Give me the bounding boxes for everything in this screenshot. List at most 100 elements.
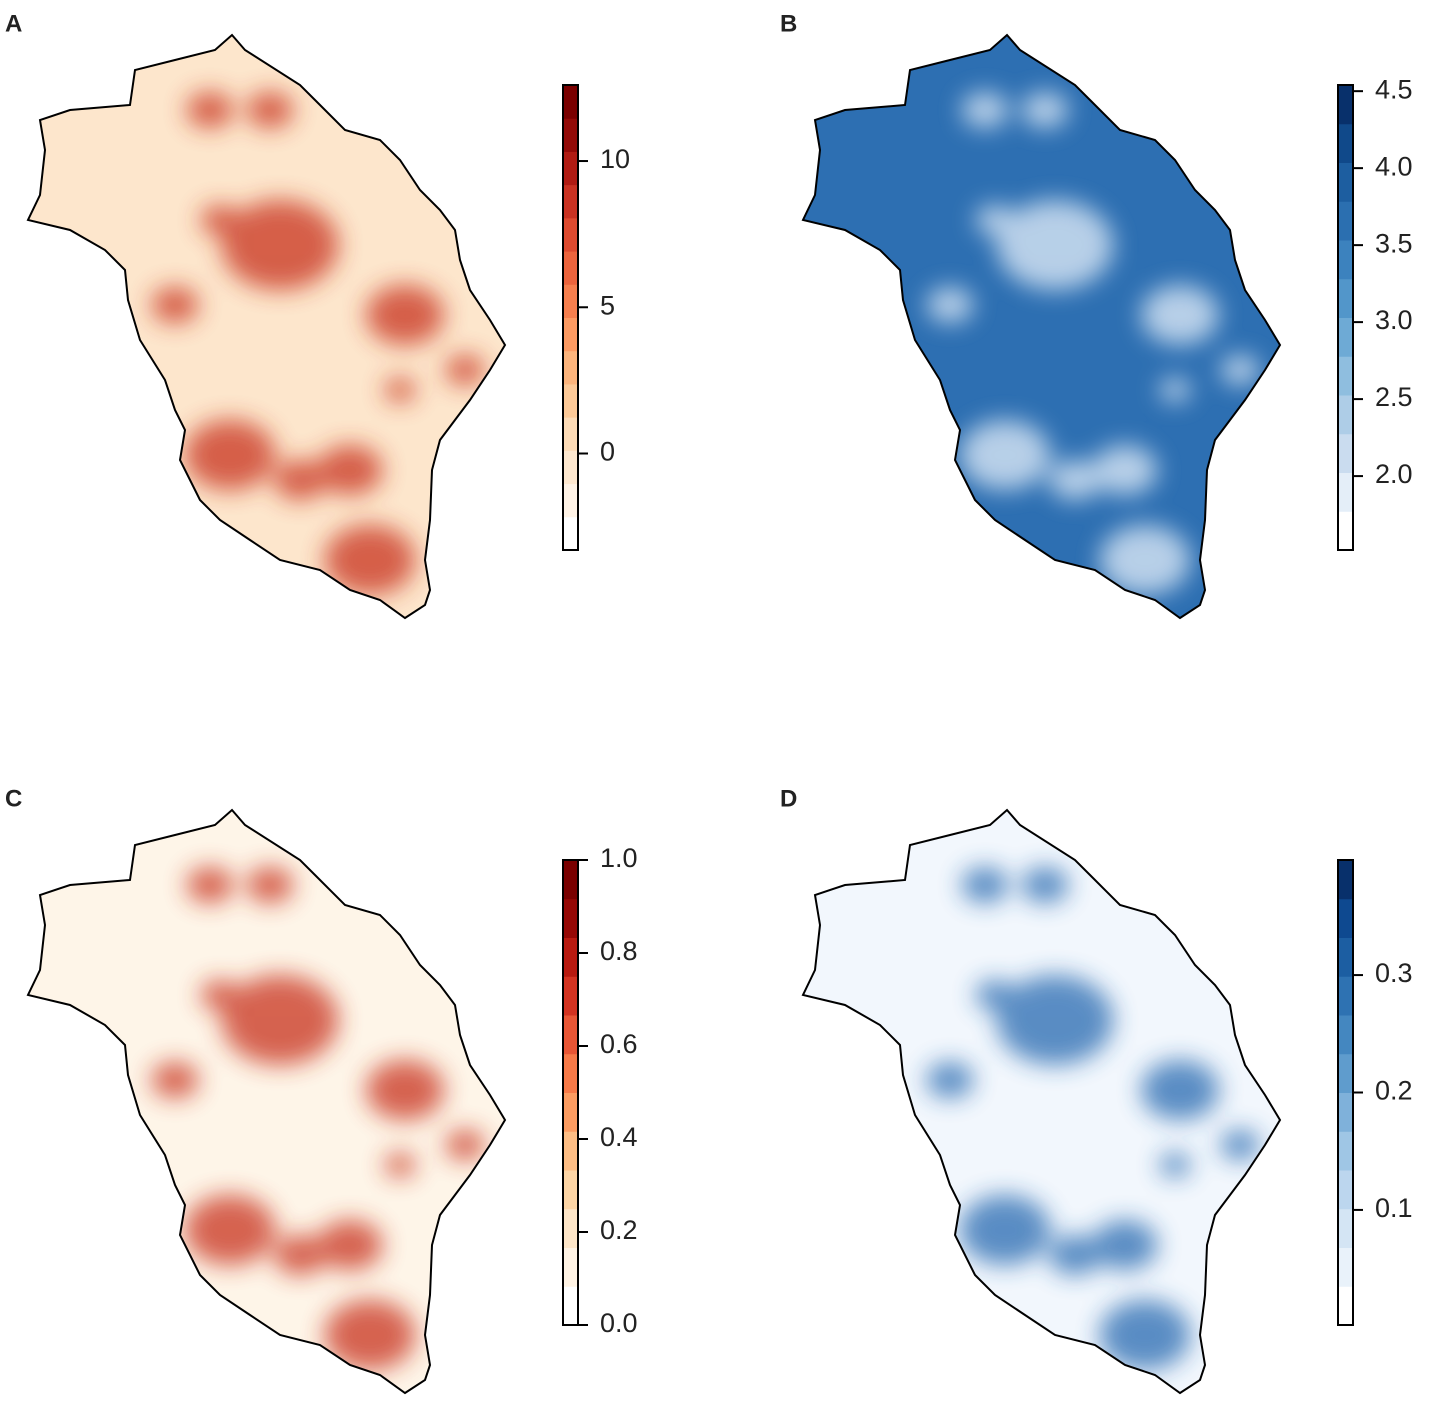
colorbar-tick-label: 4.5 bbox=[1375, 74, 1413, 104]
hotspot bbox=[184, 1195, 276, 1265]
colorbar-band bbox=[1338, 240, 1353, 280]
colorbar-band bbox=[1338, 162, 1353, 202]
colorbar-tick-label: 4.0 bbox=[1375, 151, 1413, 181]
colorbar-frame bbox=[562, 84, 579, 551]
map-shading bbox=[926, 867, 1260, 1370]
colorbar-band bbox=[1338, 317, 1353, 357]
hotspot bbox=[1099, 525, 1191, 595]
colorbar-band bbox=[563, 317, 578, 352]
colorbar-tick-label: 0.1 bbox=[1375, 1193, 1413, 1223]
hotspot bbox=[317, 445, 383, 495]
hotspot bbox=[1141, 1060, 1219, 1120]
hotspot bbox=[975, 980, 1015, 1010]
hotspot bbox=[1049, 460, 1101, 500]
hotspot bbox=[961, 92, 1009, 128]
colorbar-band bbox=[563, 937, 578, 977]
panel: C 0.0 0.2 0.4 0.6 0.8 1.0 bbox=[5, 785, 638, 1394]
colorbar-band bbox=[563, 976, 578, 1016]
hotspot bbox=[1141, 285, 1219, 345]
hotspot bbox=[1021, 867, 1069, 903]
hotspot bbox=[1099, 1300, 1191, 1370]
hotspot bbox=[959, 1195, 1051, 1265]
panel-label: C bbox=[5, 785, 22, 812]
panel-label: D bbox=[780, 785, 797, 812]
colorbar-band bbox=[563, 1131, 578, 1171]
colorbar-band bbox=[1338, 1208, 1353, 1248]
colorbar-band bbox=[563, 350, 578, 385]
colorbar-band bbox=[563, 184, 578, 219]
colorbar-tick-label: 0.2 bbox=[1375, 1076, 1413, 1106]
hotspot bbox=[324, 525, 416, 595]
hotspot bbox=[1220, 355, 1260, 385]
colorbar-band bbox=[563, 151, 578, 186]
hotspot bbox=[366, 285, 444, 345]
hotspot bbox=[1021, 92, 1069, 128]
map-shading bbox=[151, 92, 485, 595]
hotspot bbox=[246, 867, 294, 903]
colorbar-band bbox=[1338, 278, 1353, 318]
panel: A 0 5 10 bbox=[5, 10, 630, 619]
hotspot bbox=[246, 92, 294, 128]
colorbar-band bbox=[1338, 433, 1353, 473]
hotspot bbox=[274, 460, 326, 500]
colorbar-band bbox=[563, 898, 578, 938]
hotspot bbox=[324, 1300, 416, 1370]
colorbar-tick-label: 2.5 bbox=[1375, 382, 1413, 412]
hotspot bbox=[151, 287, 199, 323]
hotspot bbox=[186, 92, 234, 128]
colorbar-band bbox=[1338, 937, 1353, 977]
colorbar-tick-label: 0.4 bbox=[600, 1122, 638, 1152]
colorbar-band bbox=[1338, 201, 1353, 241]
hotspot bbox=[996, 200, 1114, 290]
colorbar-band bbox=[563, 1015, 578, 1055]
colorbar-frame bbox=[562, 859, 579, 1326]
hotspot bbox=[961, 867, 1009, 903]
hotspot bbox=[926, 1062, 974, 1098]
colorbar-tick-label: 0.0 bbox=[600, 1308, 638, 1338]
hotspot bbox=[221, 200, 339, 290]
colorbar-band bbox=[563, 284, 578, 318]
panel: D 0.1 0.2 0.3 bbox=[780, 785, 1413, 1394]
colorbar-band bbox=[1338, 85, 1353, 125]
colorbar-band bbox=[1338, 356, 1353, 396]
colorbar-band bbox=[563, 85, 578, 119]
colorbar-tick-label: 0.6 bbox=[600, 1029, 638, 1059]
colorbar-band bbox=[1338, 860, 1353, 900]
hotspot bbox=[151, 1062, 199, 1098]
panel: B 2.0 2.5 3.0 3.5 4.0 4.5 bbox=[780, 10, 1413, 619]
colorbar-band bbox=[1338, 1247, 1353, 1287]
colorbar-band bbox=[563, 1208, 578, 1248]
hotspot bbox=[1092, 445, 1158, 495]
colorbar-tick-label: 1.0 bbox=[600, 843, 638, 873]
colorbar-band bbox=[563, 1286, 578, 1326]
colorbar-tick-label: 10 bbox=[600, 144, 630, 174]
colorbar-band bbox=[1338, 1170, 1353, 1210]
colorbar-tick-label: 0.8 bbox=[600, 936, 638, 966]
colorbar-band bbox=[1338, 1286, 1353, 1326]
hotspot bbox=[445, 355, 485, 385]
hotspot bbox=[975, 205, 1015, 235]
colorbar-tick-label: 0.3 bbox=[1375, 958, 1413, 988]
hotspot bbox=[317, 1220, 383, 1270]
map bbox=[803, 810, 1280, 1393]
map-shading bbox=[926, 92, 1260, 595]
hotspot bbox=[445, 1130, 485, 1160]
colorbar-band bbox=[1338, 123, 1353, 163]
colorbar-frame bbox=[1337, 84, 1354, 551]
colorbar-band bbox=[563, 383, 578, 418]
hotspot bbox=[926, 287, 974, 323]
colorbar-tick-label: 0 bbox=[600, 437, 615, 467]
panel-label: B bbox=[780, 10, 797, 37]
colorbar-band bbox=[1338, 511, 1353, 551]
hotspot bbox=[996, 975, 1114, 1065]
hotspot bbox=[384, 1153, 416, 1177]
colorbar-band bbox=[563, 1170, 578, 1210]
hotspot bbox=[1092, 1220, 1158, 1270]
colorbar-band bbox=[1338, 898, 1353, 938]
hotspot bbox=[1220, 1130, 1260, 1160]
hotspot bbox=[1159, 378, 1191, 402]
colorbar-band bbox=[1338, 1092, 1353, 1132]
colorbar-band bbox=[563, 118, 578, 152]
colorbar-band bbox=[1338, 1131, 1353, 1171]
